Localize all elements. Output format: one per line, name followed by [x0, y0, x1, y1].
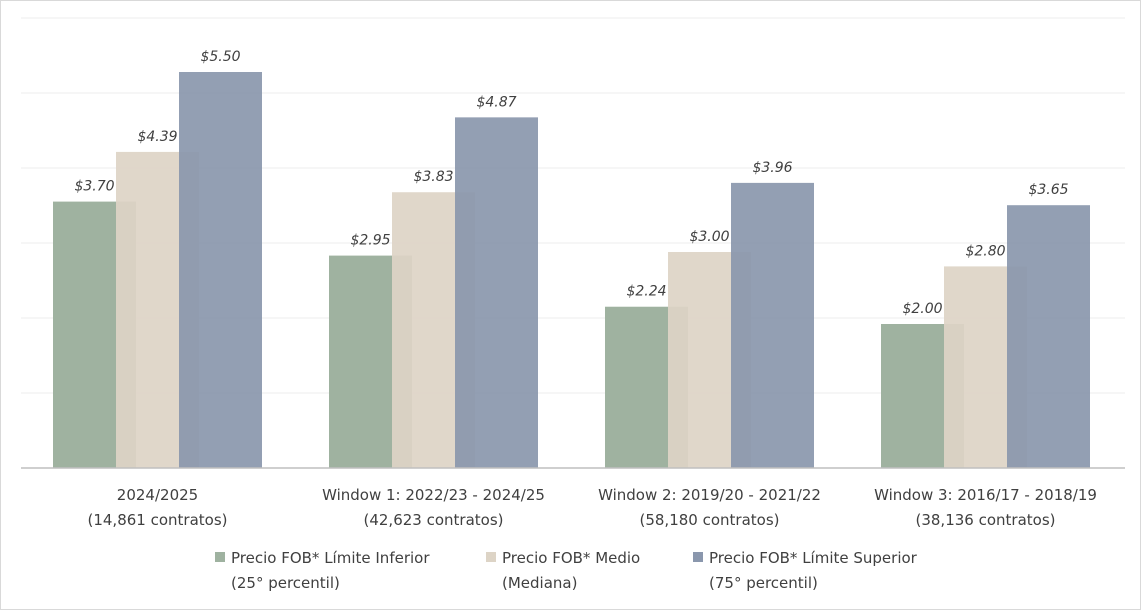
bar-series-3-category-1	[179, 72, 262, 468]
legend-swatch	[693, 552, 703, 562]
category-sublabel: (38,136 contratos)	[915, 511, 1055, 529]
data-label: $5.50	[200, 49, 240, 65]
category-label: Window 2: 2019/20 - 2021/22	[598, 486, 821, 504]
category-label: 2024/2025	[117, 486, 198, 504]
legend-label: Precio FOB* Medio	[502, 549, 640, 567]
bar-series-3-category-3	[731, 182, 814, 468]
data-label: $2.80	[965, 243, 1005, 259]
category-sublabel: (42,623 contratos)	[363, 511, 503, 529]
data-label: $4.87	[476, 94, 516, 110]
legend-sublabel: (25° percentil)	[231, 574, 340, 592]
data-label: $2.95	[350, 233, 390, 249]
data-label: $2.00	[902, 301, 942, 317]
legend-label: Precio FOB* Límite Superior	[709, 549, 918, 567]
data-label: $3.00	[689, 229, 729, 245]
data-label: $3.65	[1028, 182, 1068, 198]
category-labels: 2024/2025 (14,861 contratos) Window 1: 202…	[87, 486, 1096, 529]
data-label: $2.24	[626, 284, 666, 300]
data-labels: $3.70 $2.95 $2.24 $2.00 $4.39 $3.83 $3.00 $2.80…	[74, 49, 1068, 317]
legend-sublabel: (75° percentil)	[709, 574, 818, 592]
legend-swatch	[215, 552, 225, 562]
category-sublabel: (58,180 contratos)	[639, 511, 779, 529]
data-label: $3.70	[74, 179, 114, 195]
bars	[53, 72, 1090, 469]
category-label: Window 3: 2016/17 - 2018/19	[874, 486, 1097, 504]
legend-label: Precio FOB* Límite Inferior	[231, 549, 430, 567]
bar-series-3-category-4	[1007, 205, 1090, 468]
data-label: $3.83	[413, 169, 453, 185]
category-sublabel: (14,861 contratos)	[87, 511, 227, 529]
category-label: Window 1: 2022/23 - 2024/25	[322, 486, 545, 504]
legend-swatch	[486, 552, 496, 562]
data-label: $4.39	[137, 129, 177, 145]
bar-series-3-category-2	[455, 117, 538, 469]
legend: Precio FOB* Límite Inferior (25° percenti…	[215, 549, 918, 592]
legend-sublabel: (Mediana)	[502, 574, 577, 592]
data-label: $3.96	[752, 160, 792, 176]
